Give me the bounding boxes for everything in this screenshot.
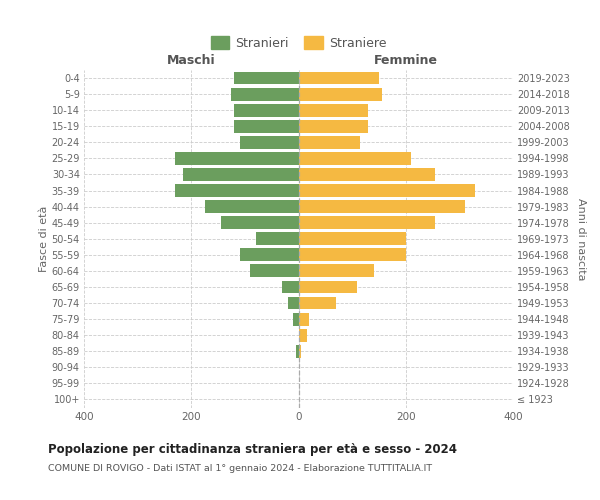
Bar [299,88,382,101]
Bar [299,104,368,117]
Bar [299,184,475,197]
Bar [299,264,374,278]
Bar [299,72,379,85]
Bar [299,216,435,229]
Text: Maschi: Maschi [167,54,215,66]
Bar [232,88,299,101]
Bar [299,152,411,165]
Bar [256,232,299,245]
Bar [221,216,299,229]
Bar [234,120,299,132]
Bar [183,168,299,181]
Bar [299,248,406,262]
Bar [293,312,299,326]
Text: Femmine: Femmine [374,54,438,66]
Bar [299,168,435,181]
Bar [299,312,309,326]
Bar [234,72,299,85]
Bar [299,120,368,132]
Bar [234,104,299,117]
Bar [299,329,307,342]
Bar [239,136,299,149]
Bar [299,200,465,213]
Bar [250,264,299,278]
Bar [299,232,406,245]
Y-axis label: Anni di nascita: Anni di nascita [575,198,586,280]
Bar [205,200,299,213]
Y-axis label: Fasce di età: Fasce di età [38,206,49,272]
Text: COMUNE DI ROVIGO - Dati ISTAT al 1° gennaio 2024 - Elaborazione TUTTITALIA.IT: COMUNE DI ROVIGO - Dati ISTAT al 1° genn… [48,464,432,473]
Bar [175,152,299,165]
Bar [239,248,299,262]
Bar [299,280,358,293]
Bar [283,280,299,293]
Bar [288,296,299,310]
Bar [299,136,360,149]
Bar [299,345,301,358]
Legend: Stranieri, Straniere: Stranieri, Straniere [207,32,390,54]
Text: Popolazione per cittadinanza straniera per età e sesso - 2024: Popolazione per cittadinanza straniera p… [48,442,457,456]
Bar [175,184,299,197]
Bar [299,296,336,310]
Bar [296,345,299,358]
